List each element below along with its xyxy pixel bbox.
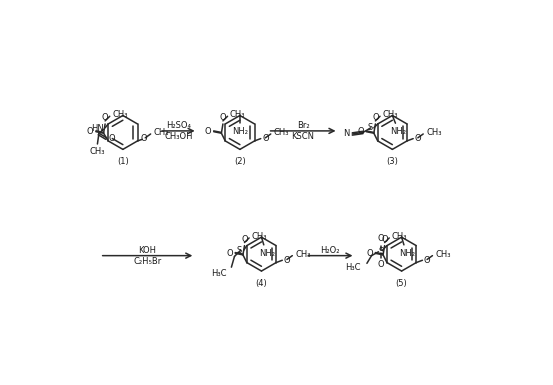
Text: CH₃: CH₃ xyxy=(154,128,169,137)
Text: O: O xyxy=(87,127,93,136)
Text: NH₂: NH₂ xyxy=(232,127,248,136)
Text: CH₃: CH₃ xyxy=(392,232,407,241)
Text: O: O xyxy=(102,114,108,122)
Text: CH₃: CH₃ xyxy=(382,110,398,119)
Text: HN: HN xyxy=(91,124,103,133)
Text: CH₃: CH₃ xyxy=(230,110,246,119)
Text: H₂O₂: H₂O₂ xyxy=(320,246,340,255)
Text: O: O xyxy=(357,127,364,136)
Text: CH₃: CH₃ xyxy=(252,232,267,241)
Text: (5): (5) xyxy=(396,279,408,288)
Text: CH₃: CH₃ xyxy=(274,128,289,137)
Text: O: O xyxy=(220,114,226,122)
Text: O: O xyxy=(382,235,388,244)
Text: CH₃: CH₃ xyxy=(426,128,442,137)
Text: (2): (2) xyxy=(234,157,246,166)
Text: H₃C: H₃C xyxy=(211,269,227,278)
Text: O: O xyxy=(140,134,147,143)
Text: NH₂: NH₂ xyxy=(390,127,406,136)
Text: (4): (4) xyxy=(255,279,267,288)
Text: O: O xyxy=(378,234,384,243)
Text: O: O xyxy=(241,235,248,244)
Text: O: O xyxy=(262,134,269,143)
Text: O: O xyxy=(205,127,211,136)
Text: S: S xyxy=(367,123,372,132)
Text: H₃C: H₃C xyxy=(345,263,361,272)
Text: H₂SO₄: H₂SO₄ xyxy=(166,121,191,130)
Text: O: O xyxy=(226,249,233,258)
Text: (3): (3) xyxy=(387,157,398,166)
Text: CH₃: CH₃ xyxy=(436,249,451,259)
Text: S: S xyxy=(237,246,242,255)
Text: CH₃: CH₃ xyxy=(90,147,105,156)
Text: O: O xyxy=(372,114,379,122)
Text: CH₃OH: CH₃OH xyxy=(164,132,192,141)
Text: N: N xyxy=(343,129,349,139)
Text: KSCN: KSCN xyxy=(291,132,315,141)
Text: O: O xyxy=(415,134,421,143)
Text: NH₂: NH₂ xyxy=(259,249,275,258)
Text: NH₂: NH₂ xyxy=(399,249,415,258)
Text: KOH: KOH xyxy=(138,246,156,255)
Text: S: S xyxy=(378,247,383,256)
Text: O: O xyxy=(378,260,384,269)
Text: O: O xyxy=(424,256,431,265)
Text: O: O xyxy=(284,256,290,265)
Text: O: O xyxy=(367,249,373,258)
Text: CH₃: CH₃ xyxy=(295,249,311,259)
Text: O: O xyxy=(109,134,116,143)
Text: C₂H₅Br: C₂H₅Br xyxy=(133,256,161,266)
Text: CH₃: CH₃ xyxy=(112,110,128,119)
Text: Br₂: Br₂ xyxy=(297,121,309,130)
Text: (1): (1) xyxy=(117,157,129,166)
